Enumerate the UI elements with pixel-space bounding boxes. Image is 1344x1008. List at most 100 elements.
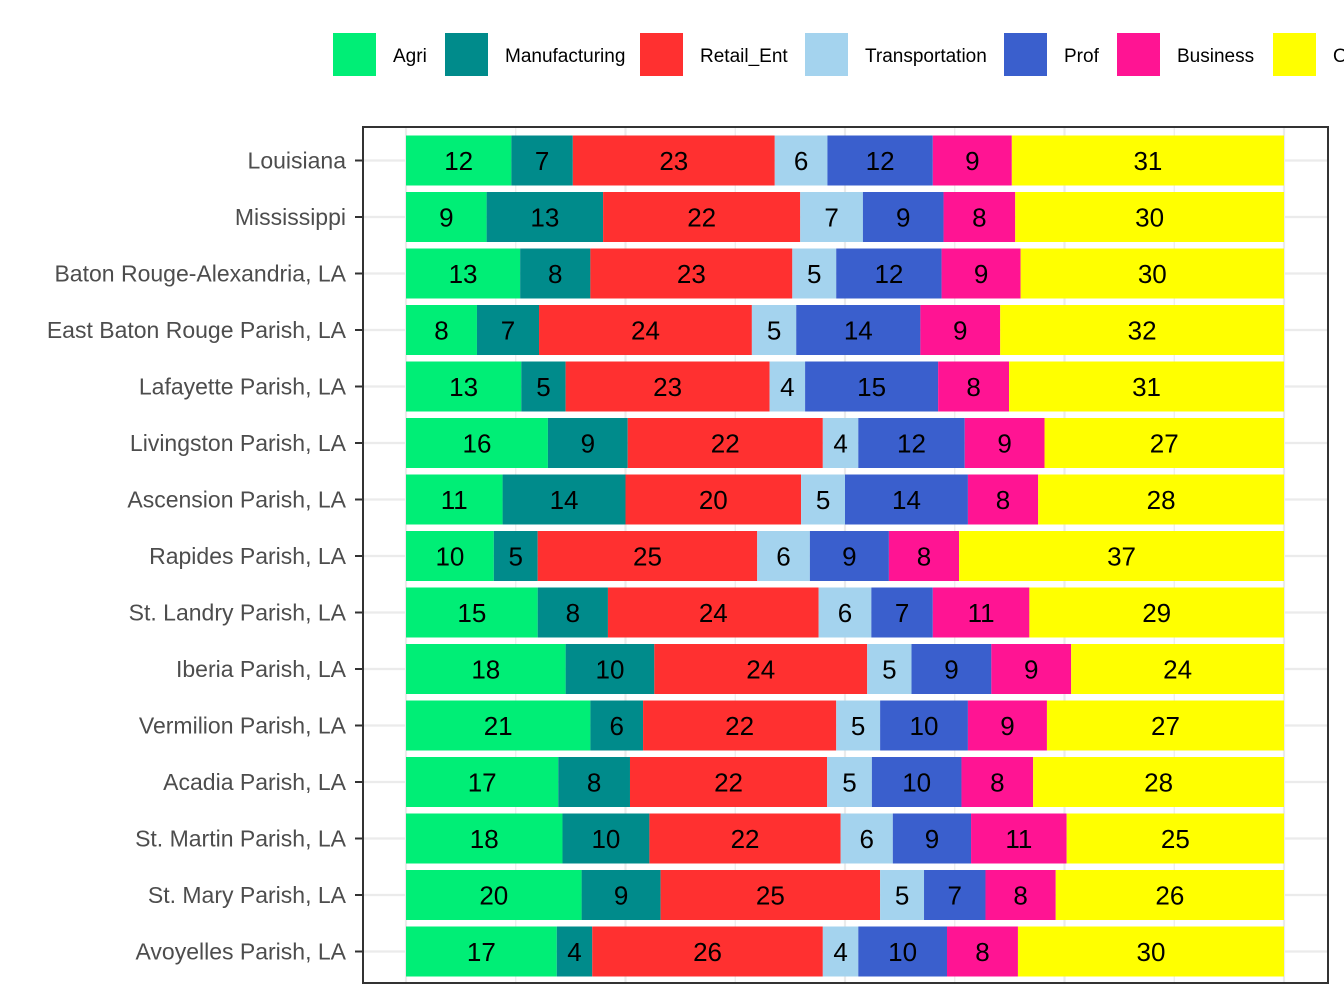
bar-segment-manufacturing xyxy=(476,305,540,355)
data-label: 8 xyxy=(975,937,989,967)
bar-segment-manufacturing xyxy=(537,587,608,638)
bar-segment-manufacturing xyxy=(511,135,573,186)
bar-segment-transportation xyxy=(867,644,912,694)
data-label: 9 xyxy=(965,146,979,176)
bar-segment-agri xyxy=(406,192,487,242)
bar-segment-other xyxy=(1000,305,1284,355)
bar-segment-prof xyxy=(871,757,962,807)
bar-segment-transportation xyxy=(827,757,872,807)
data-label: 31 xyxy=(1132,372,1161,402)
data-label: 8 xyxy=(966,372,980,402)
bar-segment-agri xyxy=(406,418,548,468)
data-label: 24 xyxy=(631,316,660,346)
y-tick-label: Mississippi xyxy=(235,204,346,230)
data-label: 31 xyxy=(1133,146,1162,176)
bar-segment-agri xyxy=(406,248,521,299)
data-label: 4 xyxy=(780,372,794,402)
bar-segment-retail_ent xyxy=(627,418,823,468)
data-label: 9 xyxy=(944,655,958,685)
bar-segment-prof xyxy=(911,644,992,694)
bar-segment-business xyxy=(941,248,1021,299)
data-label: 5 xyxy=(842,768,856,798)
data-label: 13 xyxy=(530,203,559,233)
data-label: 10 xyxy=(591,824,620,854)
data-label: 10 xyxy=(435,542,464,572)
bar-segment-agri xyxy=(406,474,503,525)
bar-segment-transportation xyxy=(880,870,925,920)
legend-key-agri xyxy=(333,33,376,76)
bar-segment-retail_ent xyxy=(592,926,823,977)
data-label: 7 xyxy=(501,316,515,346)
legend-label: Business xyxy=(1177,46,1254,67)
data-label: 20 xyxy=(699,485,728,515)
data-label: 13 xyxy=(449,259,478,289)
data-label: 10 xyxy=(888,937,917,967)
y-tick-label: East Baton Rouge Parish, LA xyxy=(47,317,347,343)
bar-segment-prof xyxy=(809,531,889,581)
bar-segment-prof xyxy=(805,361,939,412)
legend: Agri Manufacturing Retail_Ent Transportatio… xyxy=(333,33,1344,76)
data-label: 5 xyxy=(807,259,821,289)
data-label: 4 xyxy=(567,937,581,967)
y-axis: Louisiana Mississippi Baton Rouge-Alexandr… xyxy=(47,148,363,965)
bar-segment-retail_ent xyxy=(643,700,837,751)
data-label: 9 xyxy=(581,429,595,459)
bar-segment-business xyxy=(938,361,1010,412)
legend-key-retail_ent xyxy=(640,33,683,76)
y-tick-label: Louisiana xyxy=(248,148,347,174)
bar-segment-business xyxy=(932,587,1030,638)
data-label: 25 xyxy=(633,542,662,572)
data-label: 8 xyxy=(990,768,1004,798)
bar-segment-business xyxy=(946,926,1018,977)
data-label: 8 xyxy=(587,768,601,798)
bar-segment-agri xyxy=(406,926,557,977)
bar-segment-business xyxy=(967,474,1039,525)
bar-segment-transportation xyxy=(792,248,837,299)
bar-segment-retail_ent xyxy=(539,305,752,355)
data-label: 26 xyxy=(693,937,722,967)
bar-segment-transportation xyxy=(822,926,859,977)
bar-segment-other xyxy=(1038,474,1284,525)
legend-key-prof xyxy=(1004,33,1047,76)
data-label: 11 xyxy=(441,485,468,515)
y-tick-label: St. Landry Parish, LA xyxy=(129,600,347,626)
legend-label: Other xyxy=(1333,46,1344,67)
data-label: 15 xyxy=(457,598,486,628)
data-label: 5 xyxy=(816,485,830,515)
data-label: 9 xyxy=(997,429,1011,459)
bar-segment-transportation xyxy=(800,192,863,242)
data-label: 12 xyxy=(444,146,473,176)
data-label: 9 xyxy=(614,881,628,911)
data-label: 23 xyxy=(653,372,682,402)
data-label: 18 xyxy=(470,824,499,854)
legend-key-transportation xyxy=(805,33,848,76)
bar-segment-agri xyxy=(406,305,477,355)
bar-segment-retail_ent xyxy=(607,587,819,638)
bar-segment-other xyxy=(1011,135,1284,186)
y-tick-label: Livingston Parish, LA xyxy=(130,430,347,456)
bar-segment-other xyxy=(1017,926,1284,977)
data-label: 10 xyxy=(902,768,931,798)
data-label: 8 xyxy=(972,203,986,233)
data-label: 17 xyxy=(468,768,497,798)
bar-segment-prof xyxy=(880,700,968,751)
bar-segment-transportation xyxy=(751,305,797,355)
data-label: 22 xyxy=(711,429,740,459)
data-label: 37 xyxy=(1107,542,1136,572)
data-label: 15 xyxy=(857,372,886,402)
data-label: 10 xyxy=(910,711,939,741)
bar-segment-business xyxy=(985,870,1056,920)
bar-segment-prof xyxy=(862,192,944,242)
y-tick-label: St. Martin Parish, LA xyxy=(135,826,347,852)
y-tick-label: Ascension Parish, LA xyxy=(127,487,346,513)
bar-segment-agri xyxy=(406,813,563,864)
bar-segment-prof xyxy=(796,305,921,355)
data-label: 8 xyxy=(1013,881,1027,911)
legend-key-other xyxy=(1273,33,1316,76)
legend-label: Transportation xyxy=(865,46,987,67)
data-label: 13 xyxy=(449,372,478,402)
bar-segment-manufacturing xyxy=(520,248,591,299)
bar-segment-other xyxy=(1009,361,1284,412)
data-label: 12 xyxy=(897,429,926,459)
